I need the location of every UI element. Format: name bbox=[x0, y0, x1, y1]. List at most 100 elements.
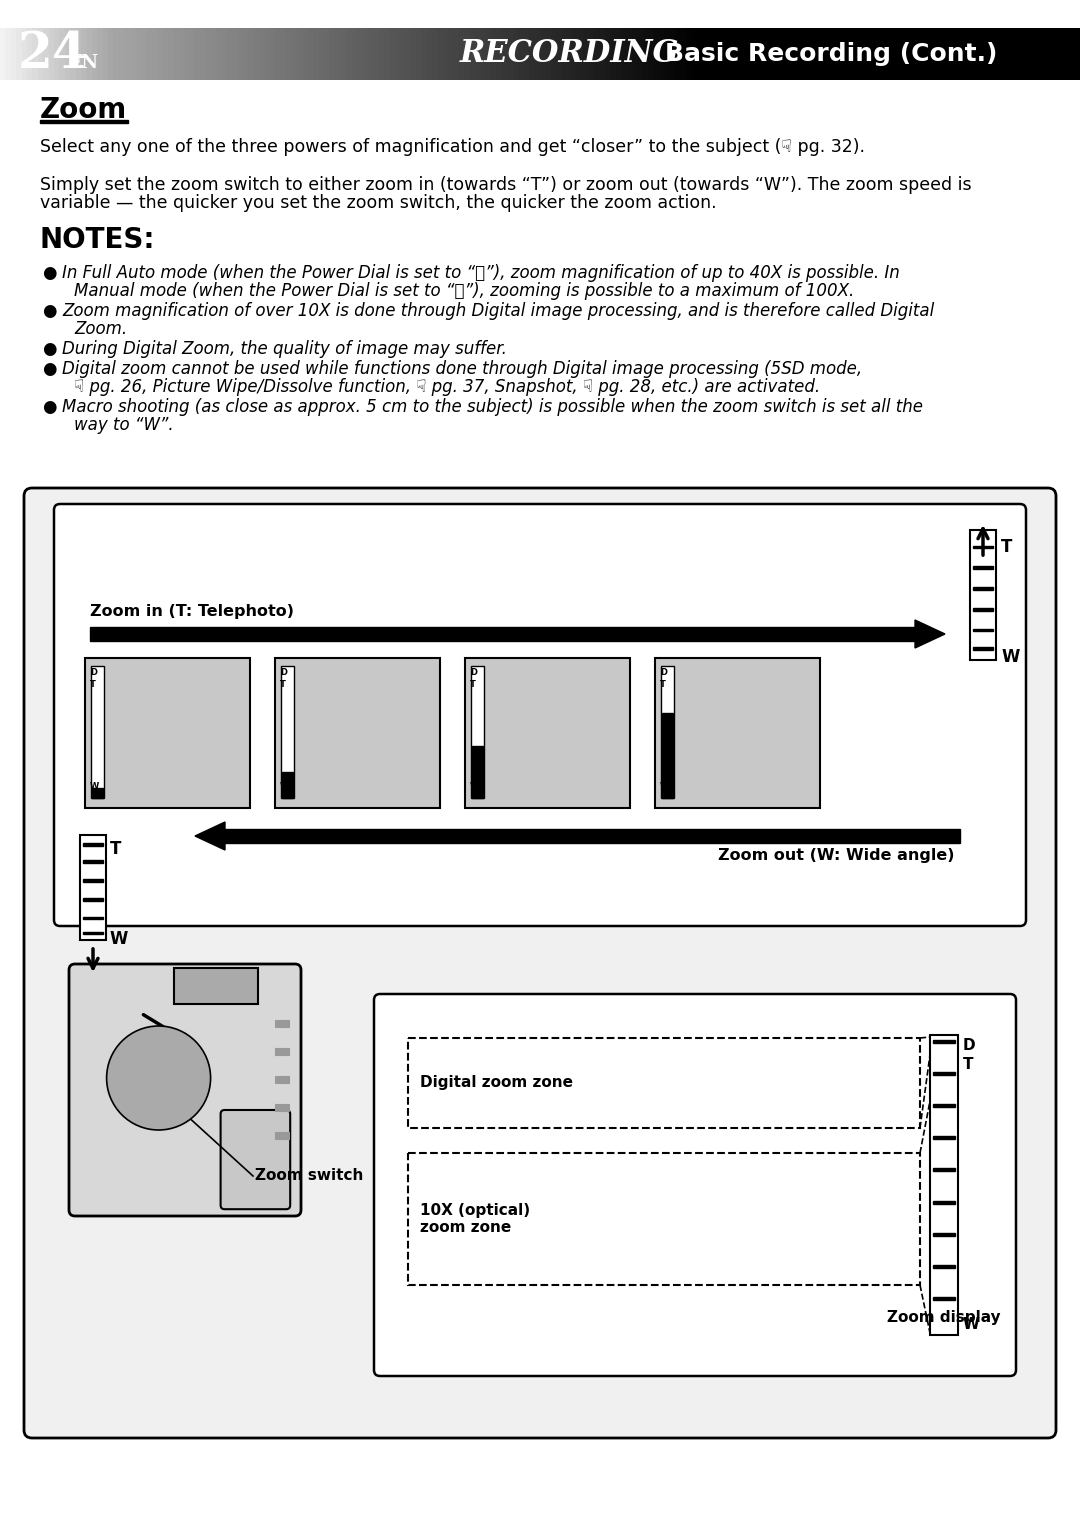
Bar bbox=[842, 28, 848, 80]
Text: During Digital Zoom, the quality of image may suffer.: During Digital Zoom, the quality of imag… bbox=[62, 340, 507, 359]
Polygon shape bbox=[195, 822, 225, 849]
Bar bbox=[259, 28, 265, 80]
Bar bbox=[281, 665, 294, 799]
Bar bbox=[221, 28, 227, 80]
Bar bbox=[86, 28, 92, 80]
Bar bbox=[80, 835, 106, 940]
Bar bbox=[864, 28, 869, 80]
Text: In Full Auto mode (when the Power Dial is set to “Ⓐ”), zoom magnification of up : In Full Auto mode (when the Power Dial i… bbox=[62, 264, 900, 282]
Bar bbox=[896, 28, 902, 80]
Bar bbox=[184, 28, 189, 80]
Bar bbox=[886, 28, 891, 80]
Bar bbox=[410, 28, 416, 80]
Bar bbox=[972, 28, 977, 80]
Bar bbox=[594, 28, 599, 80]
Bar bbox=[930, 1035, 958, 1335]
Bar bbox=[373, 28, 378, 80]
Bar bbox=[103, 28, 108, 80]
Bar bbox=[38, 28, 43, 80]
Bar bbox=[626, 28, 632, 80]
Bar bbox=[367, 28, 373, 80]
Bar bbox=[471, 665, 484, 799]
Bar bbox=[270, 28, 275, 80]
Text: T: T bbox=[90, 681, 96, 688]
Bar bbox=[508, 28, 513, 80]
Bar bbox=[59, 28, 65, 80]
Bar bbox=[83, 898, 103, 900]
Bar bbox=[794, 28, 799, 80]
Bar bbox=[324, 28, 329, 80]
Bar bbox=[605, 28, 610, 80]
Bar bbox=[140, 28, 146, 80]
Bar bbox=[956, 28, 961, 80]
Text: W: W bbox=[963, 1317, 980, 1332]
Bar bbox=[90, 627, 920, 641]
Text: Zoom: Zoom bbox=[40, 97, 127, 124]
Bar bbox=[805, 28, 810, 80]
Bar bbox=[157, 28, 162, 80]
Bar bbox=[535, 28, 540, 80]
Bar bbox=[211, 28, 216, 80]
Bar bbox=[933, 1136, 955, 1139]
Bar bbox=[940, 28, 945, 80]
Bar bbox=[1053, 28, 1058, 80]
Text: T: T bbox=[660, 681, 666, 688]
Bar bbox=[1075, 28, 1080, 80]
Bar bbox=[83, 917, 103, 920]
Bar bbox=[329, 28, 335, 80]
Text: Zoom magnification of over 10X is done through Digital image processing, and is : Zoom magnification of over 10X is done t… bbox=[62, 302, 934, 320]
Bar bbox=[933, 1168, 955, 1171]
Bar bbox=[767, 28, 772, 80]
Bar bbox=[713, 28, 718, 80]
Text: W: W bbox=[470, 782, 480, 791]
Text: Zoom display: Zoom display bbox=[887, 1311, 1001, 1325]
Bar bbox=[248, 28, 254, 80]
Bar bbox=[756, 28, 761, 80]
Bar bbox=[945, 28, 950, 80]
Bar bbox=[275, 658, 440, 808]
Bar bbox=[1010, 28, 1015, 80]
Bar bbox=[933, 1233, 955, 1236]
Bar bbox=[599, 28, 605, 80]
Bar bbox=[654, 658, 820, 808]
Bar bbox=[408, 1038, 920, 1128]
Bar bbox=[275, 1019, 289, 1027]
Bar bbox=[124, 28, 130, 80]
Bar bbox=[1031, 28, 1037, 80]
FancyBboxPatch shape bbox=[24, 487, 1056, 1438]
Bar bbox=[680, 28, 686, 80]
Bar bbox=[961, 28, 967, 80]
Text: D: D bbox=[90, 668, 97, 678]
Bar bbox=[540, 28, 545, 80]
Bar bbox=[491, 28, 497, 80]
Bar bbox=[513, 28, 518, 80]
Bar bbox=[950, 28, 956, 80]
Text: T: T bbox=[280, 681, 286, 688]
Text: W: W bbox=[1001, 648, 1020, 665]
Bar bbox=[486, 28, 491, 80]
Text: 10X (optical): 10X (optical) bbox=[420, 1203, 530, 1219]
FancyBboxPatch shape bbox=[54, 504, 1026, 926]
Bar bbox=[783, 28, 788, 80]
Bar bbox=[162, 28, 167, 80]
Text: variable — the quicker you set the zoom switch, the quicker the zoom action.: variable — the quicker you set the zoom … bbox=[40, 195, 717, 212]
Text: Digital zoom zone: Digital zoom zone bbox=[420, 1076, 573, 1090]
Bar bbox=[97, 28, 103, 80]
Bar bbox=[934, 28, 940, 80]
Bar bbox=[265, 28, 270, 80]
Bar bbox=[1064, 28, 1069, 80]
Bar bbox=[729, 28, 734, 80]
Bar bbox=[724, 28, 729, 80]
FancyBboxPatch shape bbox=[220, 1110, 291, 1210]
Bar bbox=[275, 1104, 289, 1111]
Text: ●: ● bbox=[42, 340, 56, 359]
Bar bbox=[799, 28, 805, 80]
Bar bbox=[578, 28, 583, 80]
Bar bbox=[562, 28, 567, 80]
Bar bbox=[448, 28, 454, 80]
Bar bbox=[220, 829, 960, 843]
Bar bbox=[745, 28, 751, 80]
Bar bbox=[85, 658, 249, 808]
Bar bbox=[810, 28, 815, 80]
Bar bbox=[1069, 28, 1075, 80]
